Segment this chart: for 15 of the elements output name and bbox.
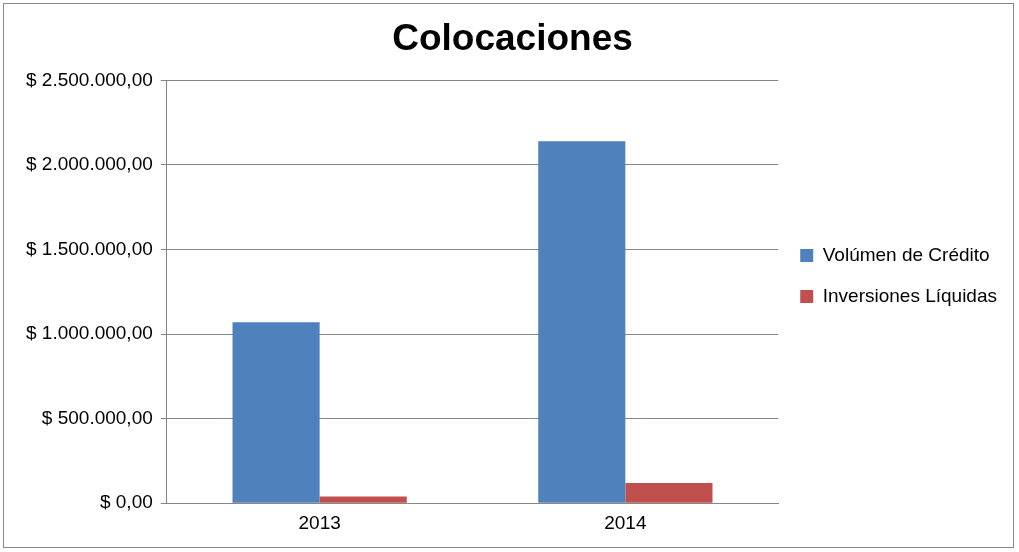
x-tick-label: 2014 bbox=[604, 511, 647, 533]
bar bbox=[232, 322, 320, 503]
bar bbox=[319, 496, 407, 503]
x-tick-label: 2013 bbox=[298, 511, 341, 533]
y-tick-label: $ 2.500.000,00 bbox=[25, 68, 153, 90]
y-tick-label: $ 0,00 bbox=[99, 491, 153, 513]
chart-title: Colocaciones bbox=[392, 17, 633, 59]
y-tick-label: $ 2.000.000,00 bbox=[25, 153, 153, 175]
y-tick-label: $ 1.000.000,00 bbox=[25, 322, 153, 344]
y-tick-label: $ 500.000,00 bbox=[41, 406, 153, 428]
y-tick-label: $ 1.500.000,00 bbox=[25, 237, 153, 259]
legend-label: Volúmen de Crédito bbox=[822, 243, 990, 265]
bar bbox=[538, 141, 626, 503]
legend-label: Inversiones Líquidas bbox=[822, 284, 998, 306]
bar bbox=[625, 482, 713, 503]
